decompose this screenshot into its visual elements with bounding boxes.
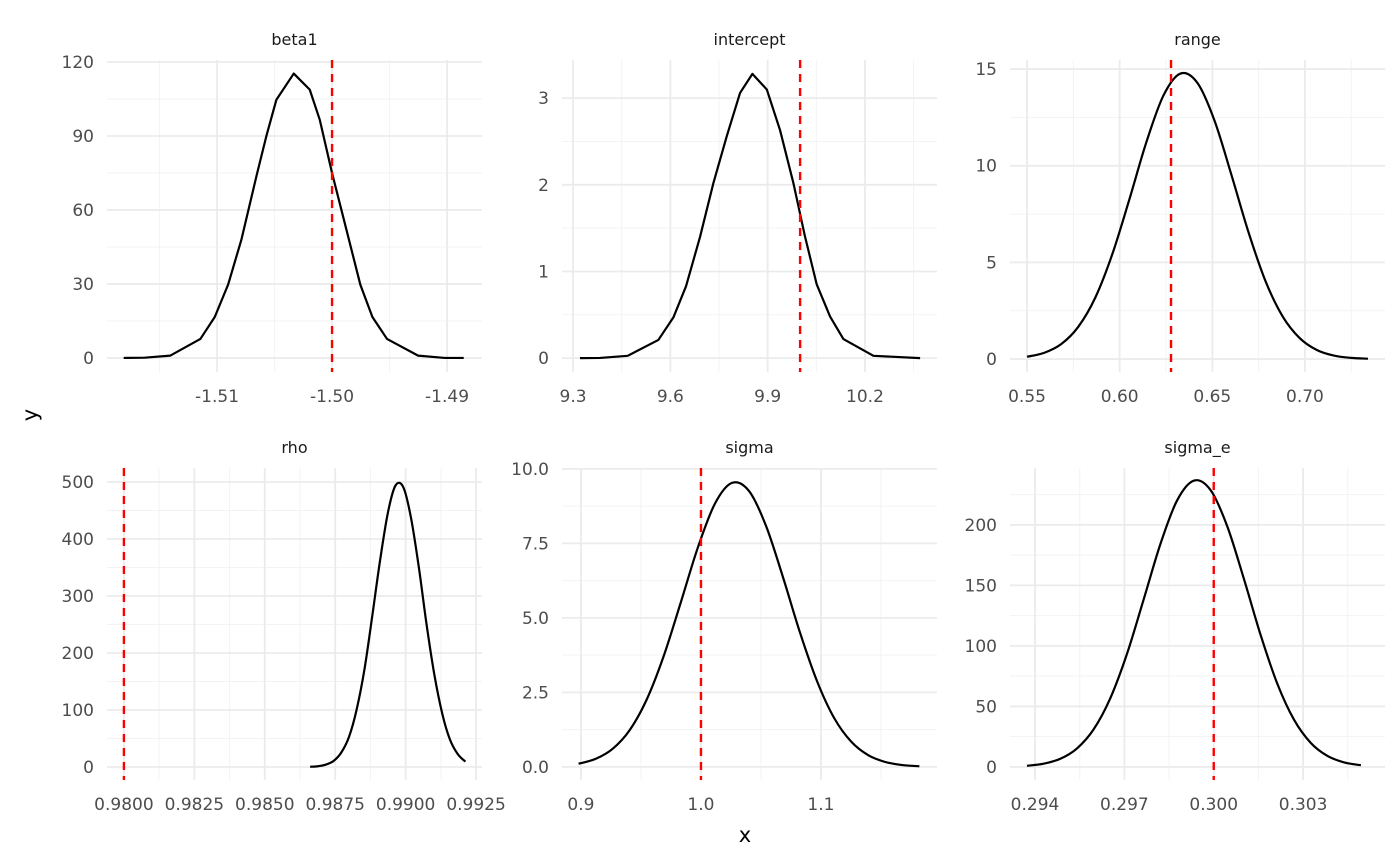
density-curve (1026, 71, 1368, 360)
y-tick-label: 400 (62, 530, 94, 550)
x-tick-label: 0.55 (1008, 387, 1046, 407)
density-curve (580, 72, 921, 360)
y-tick-label: 60 (72, 201, 94, 221)
y-tick-label: 5 (986, 253, 997, 273)
x-tick-label: 9.6 (657, 387, 684, 407)
density-curve (310, 481, 467, 768)
panel-beta1: -1.51 -1.50 -1.49 0 30 60 90 120 beta1 (62, 30, 482, 407)
facet-title: rho (281, 438, 307, 457)
x-tick-label: 0.9850 (235, 795, 294, 815)
y-tick-label: 10.0 (511, 460, 549, 480)
facet-title: sigma_e (1164, 438, 1230, 458)
x-tick-label: 0.9 (567, 795, 594, 815)
y-tick-label: 200 (62, 644, 94, 664)
y-tick-label: 150 (965, 576, 997, 596)
panel-range: 0.55 0.60 0.65 0.70 0 5 10 15 range (975, 30, 1385, 407)
y-tick-label: 200 (965, 516, 997, 536)
y-tick-label: 100 (965, 637, 997, 657)
density-curve (578, 481, 920, 768)
y-tick-label: 0 (538, 349, 549, 369)
x-tick-label: 10.2 (846, 387, 884, 407)
x-axis-title: x (739, 823, 751, 847)
y-tick-label: 300 (62, 587, 94, 607)
x-tick-label: 0.9825 (165, 795, 224, 815)
facet-title: beta1 (271, 30, 317, 49)
x-tick-label: 0.65 (1193, 387, 1231, 407)
panel-intercept: 9.3 9.6 9.9 10.2 0 1 2 3 intercept (538, 30, 937, 407)
density-curve (1026, 479, 1362, 767)
y-tick-label: 0 (986, 350, 997, 370)
y-tick-label: 7.5 (522, 534, 549, 554)
x-tick-label: -1.49 (425, 387, 469, 407)
x-tick-label: 0.9800 (94, 795, 153, 815)
y-tick-label: 3 (538, 89, 549, 109)
x-tick-label: 9.3 (560, 387, 587, 407)
y-tick-label: 2.5 (522, 683, 549, 703)
x-tick-label: -1.51 (195, 387, 239, 407)
density-curve (123, 72, 464, 360)
y-tick-label: 120 (62, 53, 94, 73)
y-tick-label: 100 (62, 701, 94, 721)
y-tick-label: 90 (72, 127, 94, 147)
x-tick-label: 0.9875 (305, 795, 364, 815)
y-axis-title: y (18, 409, 42, 421)
x-tick-label: 0.294 (1011, 795, 1060, 815)
panel-rho: 0.9800 0.9825 0.9850 0.9875 0.9900 0.9925 0 100… (62, 438, 506, 815)
x-tick-label: 1.1 (807, 795, 834, 815)
x-tick-label: 0.300 (1189, 795, 1238, 815)
panel-sigma: 0.9 1.0 1.1 0.0 2.5 5.0 7.5 10.0 sigma (511, 438, 937, 815)
panel-sigma-e: 0.294 0.297 0.300 0.303 0 50 100 150 200 sigma_e (965, 438, 1385, 815)
x-tick-label: 0.303 (1279, 795, 1328, 815)
x-tick-label: 9.9 (754, 387, 781, 407)
x-tick-label: 0.9900 (376, 795, 435, 815)
facet-title: range (1174, 30, 1221, 49)
y-tick-label: 500 (62, 473, 94, 493)
y-tick-label: 30 (72, 275, 94, 295)
facet-title: sigma (725, 438, 773, 457)
x-tick-label: -1.50 (310, 387, 354, 407)
y-tick-label: 15 (975, 60, 997, 80)
y-tick-label: 0 (986, 758, 997, 778)
y-tick-label: 5.0 (522, 609, 549, 629)
x-tick-label: 0.9925 (446, 795, 505, 815)
y-tick-label: 50 (975, 697, 997, 717)
y-tick-label: 0 (83, 758, 94, 778)
y-tick-label: 0 (83, 349, 94, 369)
x-tick-label: 0.297 (1100, 795, 1149, 815)
x-tick-label: 1.0 (687, 795, 714, 815)
y-tick-label: 2 (538, 176, 549, 196)
y-tick-label: 0.0 (522, 758, 549, 778)
y-tick-label: 10 (975, 157, 997, 177)
x-tick-label: 0.60 (1101, 387, 1139, 407)
y-tick-label: 1 (538, 262, 549, 282)
facet-title: intercept (714, 30, 786, 49)
x-tick-label: 0.70 (1286, 387, 1324, 407)
